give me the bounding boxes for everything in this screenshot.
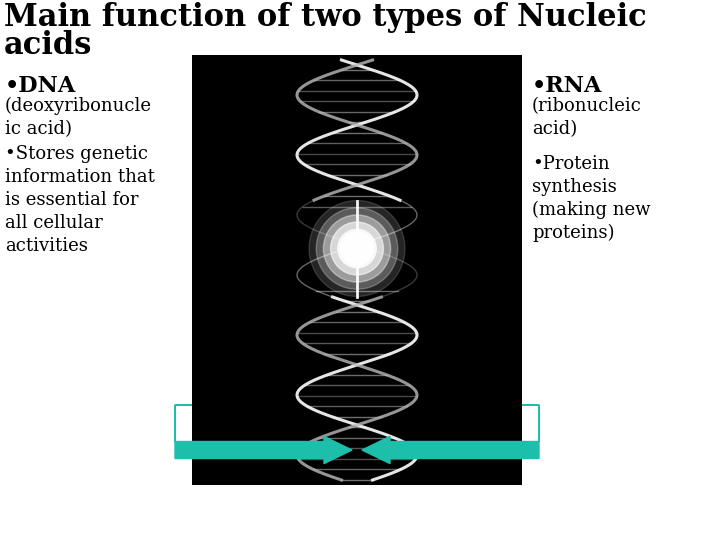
Text: acids: acids	[4, 30, 92, 61]
Bar	[192, 55, 522, 485]
Polygon shape	[362, 405, 539, 464]
Text: (deoxyribonucle
ic acid): (deoxyribonucle ic acid)	[5, 97, 152, 138]
Text: •RNA: •RNA	[532, 75, 603, 97]
Circle shape	[330, 222, 384, 275]
Text: •Protein
synthesis
(making new
proteins): •Protein synthesis (making new proteins)	[532, 155, 650, 242]
Text: (ribonucleic
acid): (ribonucleic acid)	[532, 97, 642, 138]
Circle shape	[338, 230, 376, 268]
Text: Main function of two types of Nucleic: Main function of two types of Nucleic	[4, 2, 647, 33]
Circle shape	[316, 208, 397, 289]
Circle shape	[340, 232, 374, 265]
Polygon shape	[175, 405, 352, 464]
Circle shape	[309, 200, 405, 296]
Circle shape	[323, 215, 391, 282]
Text: •Stores genetic
information that
is essential for
all cellular
activities: •Stores genetic information that is esse…	[5, 145, 155, 254]
Text: •DNA: •DNA	[5, 75, 76, 97]
